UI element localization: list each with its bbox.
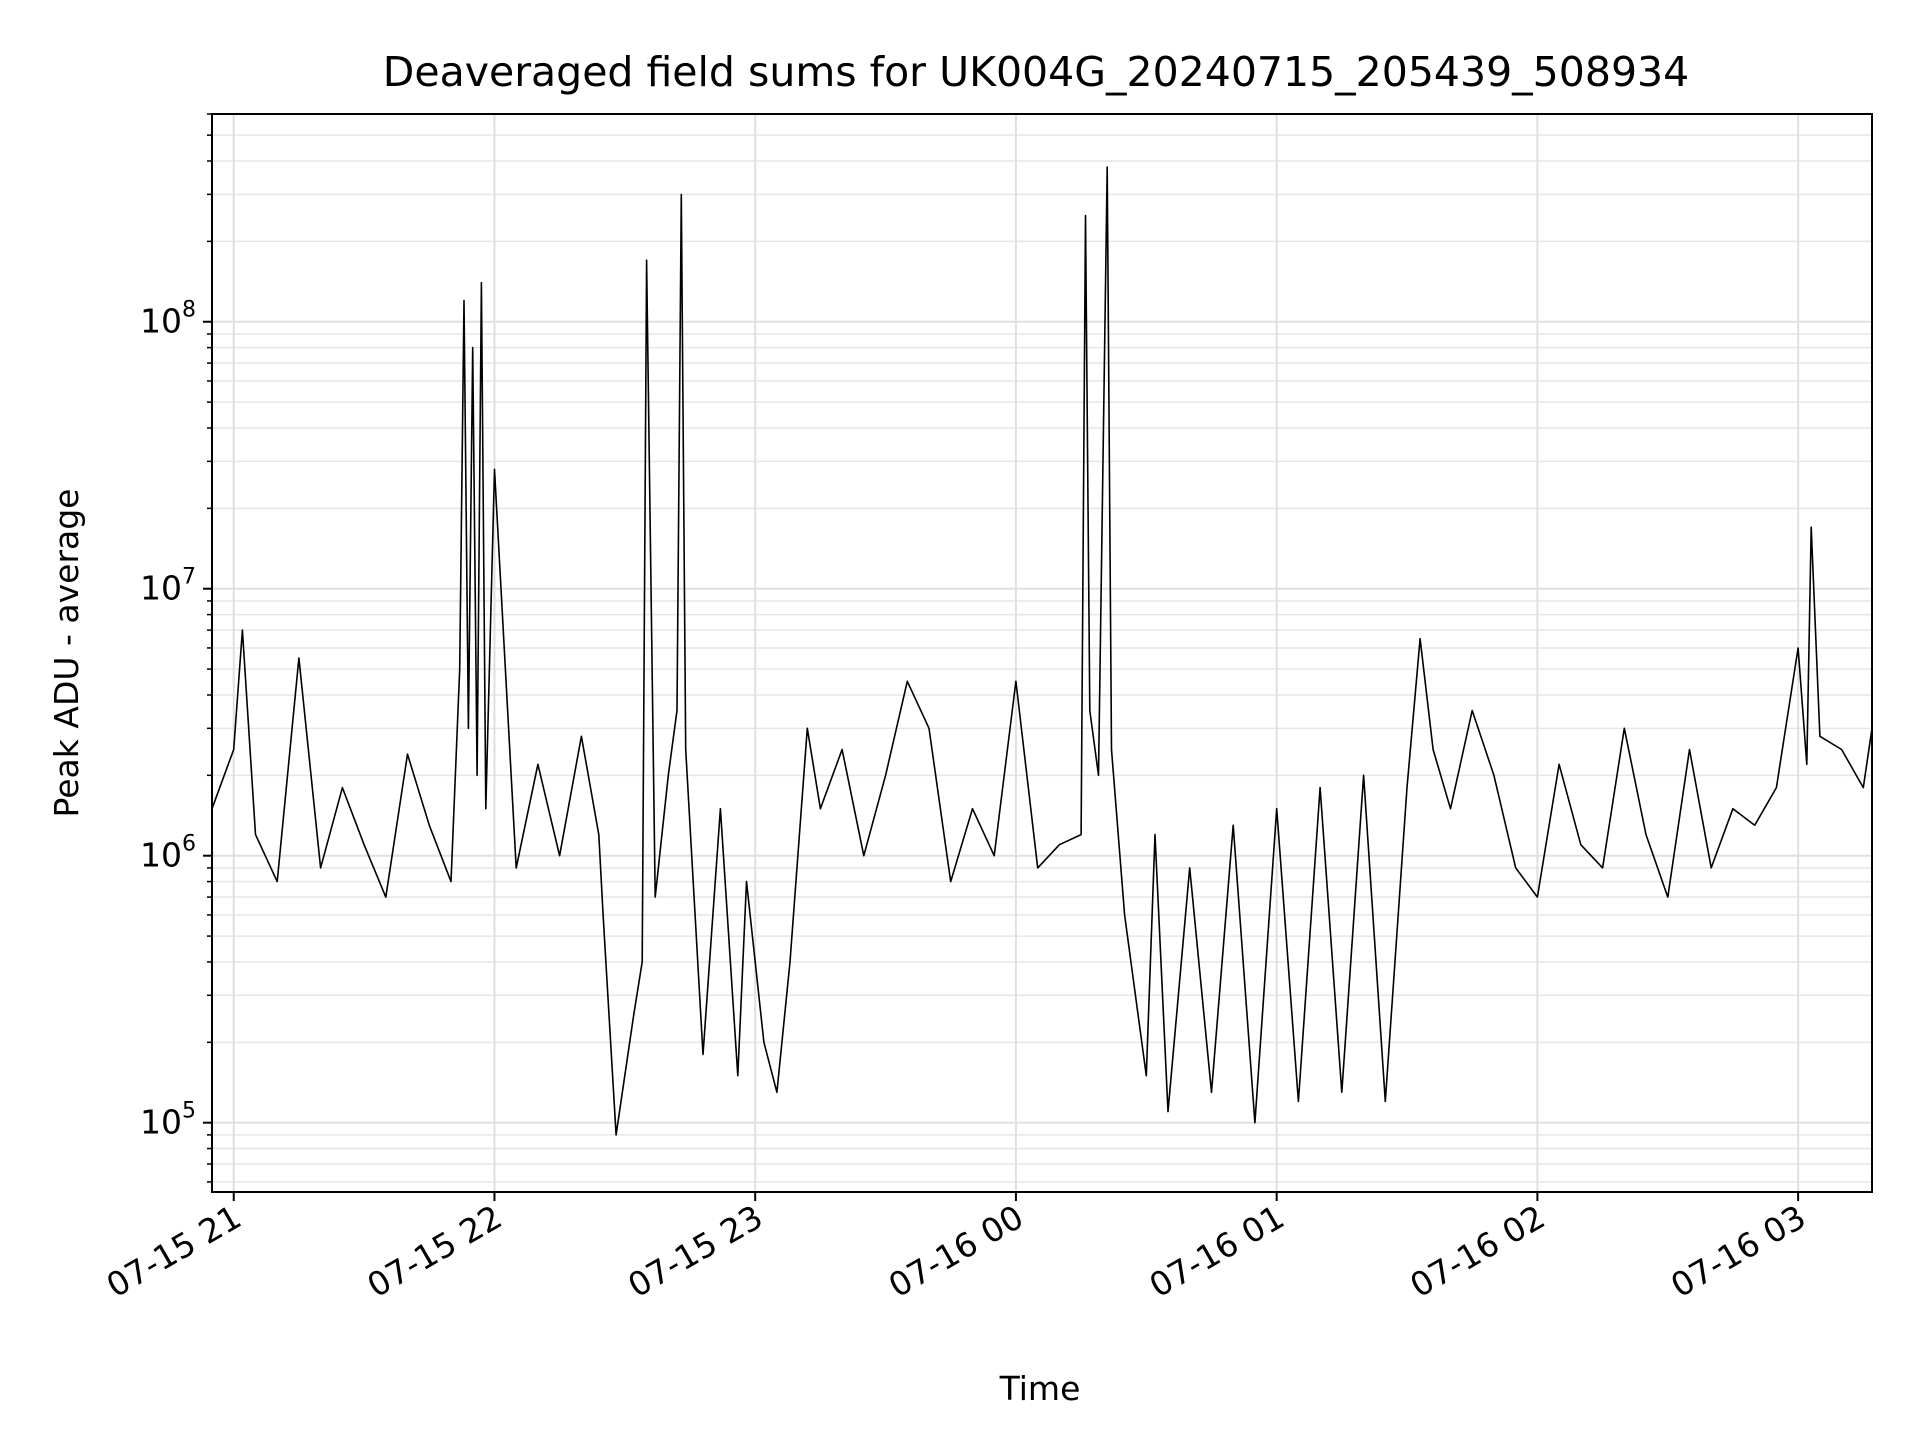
y-axis: 105 106 107 108 xyxy=(140,113,212,1183)
y-tick-label: 105 xyxy=(140,1099,196,1142)
series-layer xyxy=(211,166,1873,1136)
y-tick-label: 106 xyxy=(140,832,196,875)
y-tick-label: 108 xyxy=(140,298,196,341)
chart-title: Deaveraged field sums for UK004G_2024071… xyxy=(383,48,1689,96)
y-tick-label: 107 xyxy=(140,565,196,608)
y-axis-label: Peak ADU - average xyxy=(47,489,86,818)
series-line xyxy=(211,166,1873,1136)
x-axis-label: Time xyxy=(999,1369,1081,1408)
grid xyxy=(212,113,1872,1192)
plot-frame xyxy=(211,113,1873,1193)
